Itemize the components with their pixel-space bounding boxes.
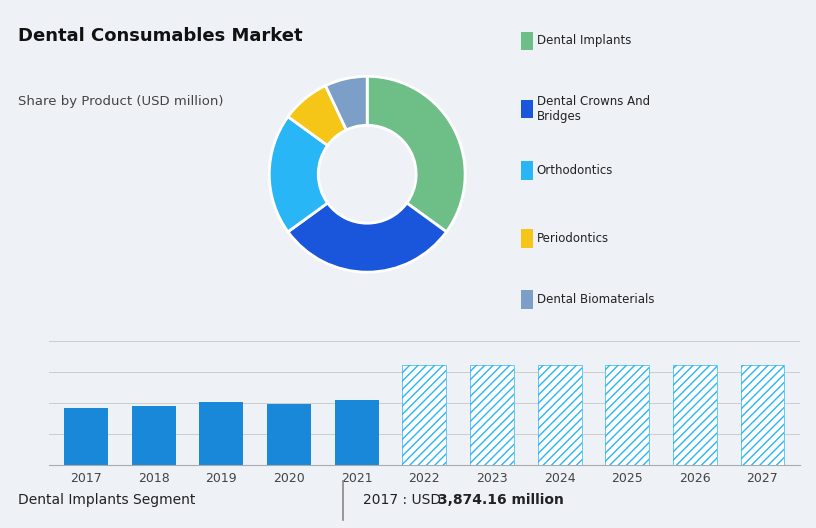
- FancyBboxPatch shape: [521, 32, 534, 50]
- Bar: [470, 365, 514, 465]
- FancyBboxPatch shape: [521, 161, 534, 180]
- Bar: [538, 365, 582, 465]
- Bar: [740, 365, 784, 465]
- Bar: [538, 365, 582, 465]
- Text: Orthodontics: Orthodontics: [537, 164, 613, 177]
- Bar: [64, 408, 109, 465]
- Wedge shape: [326, 77, 367, 130]
- Bar: [673, 365, 716, 465]
- Bar: [267, 404, 311, 465]
- Bar: [605, 365, 650, 465]
- Text: Dental Biomaterials: Dental Biomaterials: [537, 293, 654, 306]
- Bar: [132, 406, 175, 465]
- Text: 3,874.16 million: 3,874.16 million: [438, 493, 564, 507]
- FancyBboxPatch shape: [521, 229, 534, 248]
- Bar: [199, 402, 243, 465]
- Text: Share by Product (USD million): Share by Product (USD million): [18, 96, 224, 108]
- Bar: [335, 400, 379, 465]
- Text: Dental Implants Segment: Dental Implants Segment: [18, 493, 195, 507]
- Text: Dental Consumables Market: Dental Consumables Market: [18, 27, 303, 45]
- Bar: [402, 365, 446, 465]
- Bar: [470, 365, 514, 465]
- FancyBboxPatch shape: [521, 290, 534, 309]
- Bar: [673, 365, 716, 465]
- Text: Periodontics: Periodontics: [537, 232, 609, 245]
- Text: 2017 : USD: 2017 : USD: [363, 493, 446, 507]
- Wedge shape: [288, 86, 346, 145]
- Wedge shape: [269, 117, 327, 232]
- Bar: [740, 365, 784, 465]
- Wedge shape: [288, 203, 446, 272]
- Wedge shape: [367, 77, 465, 232]
- Bar: [605, 365, 650, 465]
- FancyBboxPatch shape: [521, 100, 534, 118]
- Bar: [402, 365, 446, 465]
- Text: Dental Implants: Dental Implants: [537, 34, 631, 48]
- Text: Dental Crowns And
Bridges: Dental Crowns And Bridges: [537, 95, 650, 123]
